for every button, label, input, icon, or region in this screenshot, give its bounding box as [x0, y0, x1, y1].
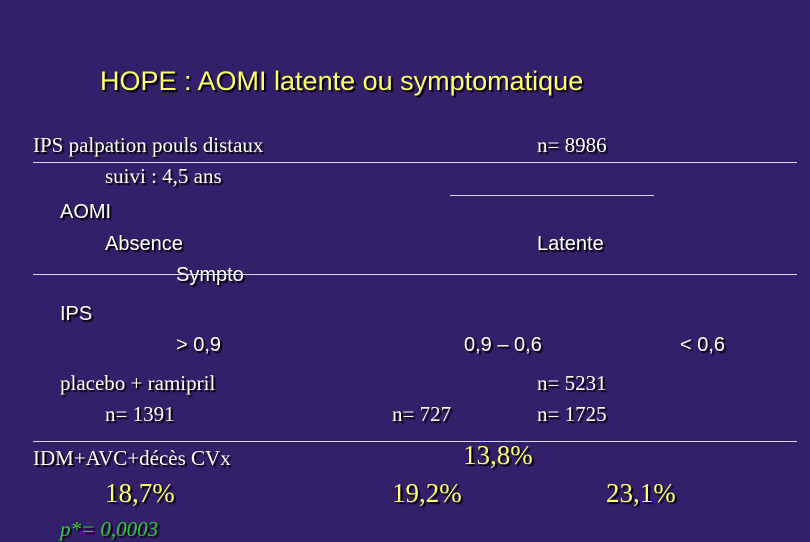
ips-mid-value: 0,9 – 0,6 [464, 334, 542, 356]
divider-line [450, 195, 654, 196]
ips-method-text: IPS palpation pouls distaux [33, 133, 264, 157]
aomi-absence-label: Absence [105, 233, 183, 255]
ips-lt-value: < 0,6 [680, 334, 726, 356]
outcome-label: IDM+AVC+décès CVx [33, 446, 231, 470]
n-total-text: n= 8986 [537, 133, 607, 157]
p-value: p*= 0,0003 [60, 517, 159, 541]
n-absence-text: n= 1391 [105, 402, 175, 426]
divider-line [33, 274, 797, 275]
follow-up-text: suivi : 4,5 ans [105, 164, 222, 188]
n-1725-text: n= 1725 [537, 402, 607, 426]
pct-absence: 18,7% [105, 478, 175, 508]
pct-latente-1: 19,2% [392, 478, 462, 508]
ips-label: IPS [60, 303, 93, 325]
ips-gt-value: > 0,9 [176, 334, 222, 356]
aomi-latente-label: Latente [537, 233, 604, 255]
n-727-text: n= 727 [392, 402, 452, 426]
divider-line [33, 162, 797, 163]
treatment-text: placebo + ramipril [60, 371, 216, 395]
page-title: HOPE : AOMI latente ou symptomatique [100, 66, 584, 96]
pct-latente-2: 13,8% [463, 440, 533, 470]
aomi-label: AOMI [60, 201, 112, 223]
aomi-sympto-label: Sympto [176, 264, 244, 286]
n-5231-text: n= 5231 [537, 371, 607, 395]
pct-sympto: 23,1% [606, 478, 676, 508]
divider-line [33, 441, 797, 442]
